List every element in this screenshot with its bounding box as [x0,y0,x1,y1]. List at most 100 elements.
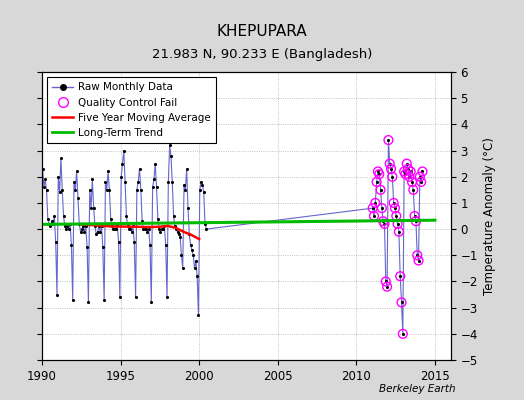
Point [151,160,159,167]
Point [84,299,93,306]
Point [56,189,64,196]
Point [150,176,158,182]
Point [396,273,405,280]
Point [374,168,382,175]
Point [118,160,127,167]
Point [92,231,101,238]
Point [202,226,211,232]
Point [185,231,193,238]
Point [179,265,187,272]
Point [182,166,191,172]
Point [176,234,184,240]
Point [105,187,114,193]
Point [154,216,162,222]
Legend: Raw Monthly Data, Quality Control Fail, Five Year Moving Average, Long-Term Tren: Raw Monthly Data, Quality Control Fail, … [47,77,216,143]
Point [40,184,48,190]
Point [376,187,385,193]
Point [192,257,200,264]
Point [381,278,390,285]
Point [402,160,411,167]
Point [114,239,123,245]
Point [67,242,75,248]
Point [137,187,145,193]
Point [125,226,133,232]
Point [90,205,98,211]
Point [379,218,387,224]
Point [77,228,85,235]
Point [100,296,108,303]
Point [184,205,192,211]
Point [386,160,394,167]
Point [384,137,392,143]
Point [401,171,410,177]
Point [85,187,94,193]
Point [63,223,72,230]
Point [155,226,163,232]
Point [169,213,178,219]
Point [108,223,116,230]
Point [410,213,419,219]
Point [201,221,209,227]
Point [161,242,170,248]
Point [396,273,405,280]
Point [168,179,177,185]
Point [189,252,198,258]
Point [187,242,195,248]
Point [380,221,389,227]
Point [389,200,398,206]
Point [373,179,381,185]
Point [374,168,382,175]
Point [45,221,53,227]
Point [142,226,150,232]
Point [378,205,386,211]
Point [416,174,424,180]
Point [383,284,391,290]
Point [413,252,421,258]
Point [388,174,397,180]
Point [156,228,165,235]
Point [389,200,398,206]
Point [132,294,140,300]
Point [103,187,111,193]
Point [172,226,180,232]
Point [99,244,107,251]
Point [200,189,208,196]
Point [391,205,399,211]
Point [413,252,421,258]
Point [394,221,402,227]
Point [75,221,83,227]
Point [387,166,395,172]
Point [174,231,183,238]
Y-axis label: Temperature Anomaly (°C): Temperature Anomaly (°C) [483,137,496,295]
Point [163,294,171,300]
Point [96,228,104,235]
Point [57,155,65,162]
Point [180,181,188,188]
Point [145,226,153,232]
Point [127,228,136,235]
Point [166,142,174,148]
Point [91,223,99,230]
Point [143,228,151,235]
Point [79,223,88,230]
Point [392,213,400,219]
Point [380,221,389,227]
Point [194,312,203,319]
Point [409,187,418,193]
Point [375,171,384,177]
Point [177,252,185,258]
Point [195,187,204,193]
Point [404,166,412,172]
Point [414,257,423,264]
Point [388,174,397,180]
Point [46,223,54,230]
Point [70,179,78,185]
Point [418,168,427,175]
Point [412,218,420,224]
Point [401,171,410,177]
Point [119,147,128,154]
Point [391,205,399,211]
Point [414,257,423,264]
Point [88,176,96,182]
Point [146,242,154,248]
